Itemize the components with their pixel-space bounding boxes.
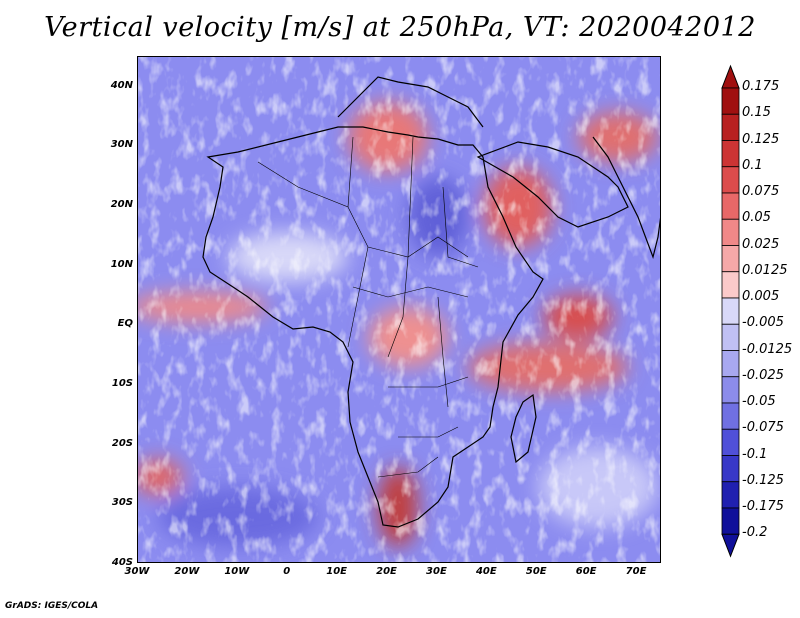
- colorbar-label: 0.15: [742, 105, 771, 121]
- colorbar-label: 0.05: [742, 210, 771, 226]
- lon-tick-label: 10W: [224, 566, 250, 577]
- colorbar-box: [721, 323, 740, 351]
- colorbar-box: [721, 271, 740, 299]
- colorbar-label: 0.075: [742, 184, 780, 199]
- colorbar-label: -0.025: [742, 367, 784, 383]
- lat-tick-label: 30N: [110, 139, 133, 151]
- lat-tick-label: 10S: [111, 378, 133, 390]
- velocity-field-map: [138, 57, 660, 562]
- colorbar-label: -0.125: [742, 472, 784, 488]
- colorbar-box: [721, 481, 740, 509]
- lon-tick-label: 0: [283, 566, 291, 577]
- colorbar-box: [721, 507, 740, 535]
- country-borders: [257, 136, 479, 478]
- colorbar-box: [721, 245, 740, 273]
- colorbar-label: 0.1: [742, 157, 763, 173]
- map-panel: [137, 56, 661, 563]
- lat-tick-label: EQ: [117, 318, 133, 330]
- colorbar-label: -0.2: [742, 525, 768, 541]
- lon-tick-label: 10E: [326, 566, 347, 577]
- lat-tick-label: 40N: [110, 79, 133, 91]
- colorbar-label: 0.025: [742, 236, 780, 252]
- colorbar-box: [721, 350, 740, 378]
- lat-tick-label: 20S: [111, 437, 133, 449]
- colorbar-box: [721, 428, 740, 456]
- colorbar-top-triangle: [721, 64, 740, 89]
- lon-tick-label: 20W: [174, 566, 200, 577]
- lon-tick-label: 60E: [575, 566, 597, 577]
- colorbar-box: [721, 87, 740, 115]
- colorbar-label: -0.1: [742, 446, 768, 462]
- colorbar-label: -0.075: [742, 420, 784, 436]
- grads-credit: GrADS: IGES/COLA: [5, 601, 99, 611]
- colorbar-label: 0.0125: [742, 262, 788, 278]
- colorbar-box: [721, 402, 740, 430]
- colorbar-box: [721, 455, 740, 483]
- colorbar-label: -0.175: [742, 499, 784, 514]
- lon-tick-label: 20E: [376, 566, 397, 577]
- colorbar-label: 0.005: [742, 289, 780, 304]
- lat-tick-label: 40S: [111, 557, 133, 568]
- colorbar-label: -0.005: [742, 315, 784, 331]
- colorbar-box: [721, 218, 740, 246]
- colorbar-label: -0.05: [742, 394, 776, 409]
- lon-tick-label: 30E: [426, 566, 447, 577]
- colorbar-box: [721, 297, 740, 325]
- colorbar-box: [721, 166, 740, 194]
- coastlines: [202, 76, 660, 528]
- colorbar-bottom-triangle: [721, 533, 740, 558]
- chart-title: Vertical velocity [m/s] at 250hPa, VT: 2…: [44, 12, 756, 43]
- lon-tick-label: 70E: [625, 566, 647, 577]
- colorbar-label: 0.175: [742, 79, 780, 94]
- lon-tick-label: 50E: [525, 566, 547, 577]
- colorbar-box: [721, 140, 740, 168]
- lat-tick-label: 30S: [111, 497, 133, 509]
- lon-tick-label: 40E: [475, 566, 497, 577]
- lat-tick-label: 20N: [110, 199, 133, 211]
- lat-tick-label: 10N: [110, 258, 133, 270]
- lon-tick-label: 30W: [124, 566, 150, 577]
- colorbar-box: [721, 192, 740, 220]
- colorbar-box: [721, 113, 740, 141]
- colorbar-box: [721, 376, 740, 404]
- colorbar-label: 0.125: [742, 131, 780, 147]
- colorbar-label: -0.0125: [742, 341, 793, 357]
